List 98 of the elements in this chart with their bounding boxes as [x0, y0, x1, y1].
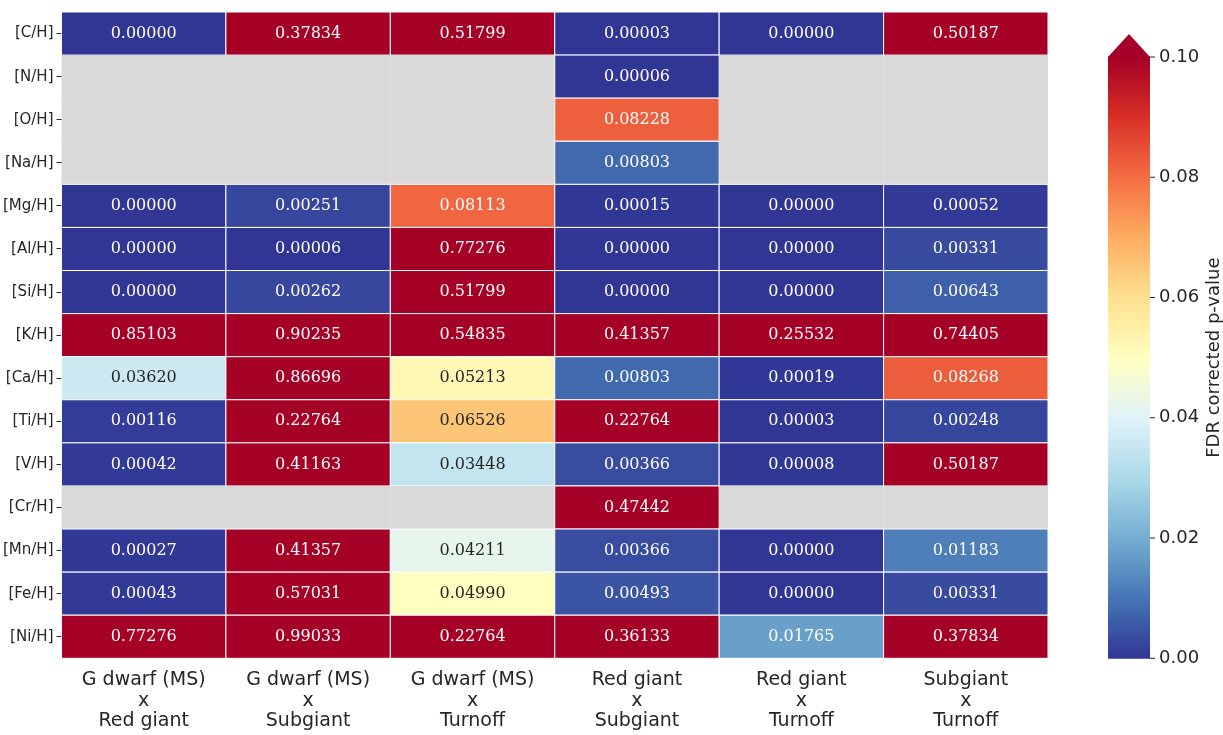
y-tick-label: [V/H] [15, 454, 54, 473]
data-label: 0.00042 [110, 453, 177, 473]
y-tick-label: [Mn/H] [3, 540, 54, 559]
x-tick-label: G dwarf (MS) x Red giant [81, 666, 206, 731]
data-label: 0.00000 [768, 195, 835, 215]
data-label: 0.86696 [275, 367, 342, 387]
x-tick-label: Red giant x Subgiant [591, 666, 683, 731]
y-tick-label: [Ti/H] [12, 411, 54, 430]
color-bar-label: 0.08 [1159, 164, 1200, 186]
data-label: 0.00052 [932, 195, 999, 215]
x-tick-label: G dwarf (MS) x Turnoff [410, 666, 535, 731]
data-label: 0.00000 [110, 22, 177, 42]
data-label: 0.00366 [603, 453, 671, 473]
data-label: 0.00248 [932, 410, 999, 430]
data-label: 0.00262 [275, 281, 342, 301]
data-label: 0.00015 [603, 195, 671, 215]
color-bar-label: 0.10 [1159, 44, 1200, 66]
y-tick-label: [Fe/H] [8, 583, 54, 602]
data-label: 0.00027 [110, 539, 177, 559]
y-tick-label: [Mg/H] [2, 195, 54, 214]
x-tick-label: G dwarf (MS) x Subgiant [246, 666, 371, 731]
x-tick-label: Subgiant x Turnoff [923, 666, 1009, 731]
data-label: 0.41357 [275, 539, 342, 559]
data-label: 0.00803 [603, 367, 671, 387]
data-label: 0.08268 [932, 367, 999, 387]
data-label: 0.00000 [603, 238, 671, 258]
y-tick-label: [C/H] [14, 23, 54, 42]
data-label: 0.08228 [603, 108, 671, 128]
data-label: 0.00006 [275, 238, 342, 258]
data-label: 0.85103 [110, 324, 177, 344]
data-label: 0.08113 [439, 195, 506, 215]
data-label: 0.00000 [110, 195, 177, 215]
data-label: 0.01183 [932, 539, 999, 559]
data-label: 0.36133 [603, 625, 671, 645]
data-label: 0.00331 [932, 582, 999, 602]
data-label: 0.03448 [439, 453, 506, 473]
data-label: 0.37834 [932, 625, 999, 645]
data-label: 0.00251 [275, 195, 342, 215]
data-label: 0.01765 [768, 625, 835, 645]
data-label: 0.50187 [932, 22, 999, 42]
data-label: 0.00003 [603, 22, 671, 42]
data-label: 0.00000 [768, 238, 835, 258]
data-label: 0.51799 [439, 22, 506, 42]
y-tick-label: [Ca/H] [5, 368, 54, 387]
y-tick-label: [Si/H] [11, 281, 54, 300]
y-tick-label: [Cr/H] [8, 497, 54, 516]
data-label: 0.00493 [603, 582, 671, 602]
data-label: 0.77276 [439, 238, 506, 258]
data-label: 0.00643 [932, 281, 999, 301]
y-tick-label: [O/H] [13, 109, 54, 128]
y-tick-label: [Al/H] [11, 238, 54, 257]
data-label: 0.00006 [603, 65, 671, 85]
data-label: 0.25532 [768, 324, 835, 344]
y-tick-label: [Ni/H] [10, 626, 54, 645]
data-label: 0.50187 [932, 453, 999, 473]
data-label: 0.00000 [768, 582, 835, 602]
data-label: 0.04211 [439, 539, 506, 559]
data-label: 0.00331 [932, 238, 999, 258]
data-label: 0.22764 [603, 410, 671, 430]
data-label: 0.51799 [439, 281, 506, 301]
data-label: 0.03620 [110, 367, 177, 387]
data-label: 0.06526 [439, 410, 506, 430]
data-label: 0.41163 [275, 453, 342, 473]
data-label: 0.00116 [110, 410, 177, 430]
y-tick-label: [N/H] [14, 66, 54, 85]
data-label: 0.00000 [768, 539, 835, 559]
data-label: 0.57031 [275, 582, 342, 602]
data-label: 0.41357 [603, 324, 671, 344]
data-label: 0.00000 [110, 238, 177, 258]
y-tick-label: [K/H] [15, 325, 54, 344]
data-label: 0.00043 [110, 582, 177, 602]
data-label: 0.77276 [110, 625, 177, 645]
data-label: 0.22764 [275, 410, 342, 430]
data-label: 0.00000 [768, 22, 835, 42]
color-bar-label: 0.00 [1159, 645, 1200, 667]
data-label: 0.99033 [275, 625, 342, 645]
data-label: 0.74405 [932, 324, 999, 344]
x-tick-label: Red giant x Turnoff [756, 666, 847, 731]
data-label: 0.00003 [768, 410, 835, 430]
data-label: 0.90235 [275, 324, 342, 344]
data-label: 0.37834 [275, 22, 342, 42]
color-bar-label: 0.04 [1159, 405, 1200, 427]
data-label: 0.47442 [603, 496, 671, 516]
data-label: 0.00803 [603, 151, 671, 171]
data-label: 0.00000 [768, 281, 835, 301]
data-label: 0.00000 [110, 281, 177, 301]
data-label: 0.04990 [439, 582, 506, 602]
color-bar-label: 0.02 [1159, 525, 1200, 547]
data-label: 0.54835 [439, 324, 506, 344]
data-label: 0.00366 [603, 539, 671, 559]
data-label: 0.22764 [439, 625, 506, 645]
data-label: 0.00000 [603, 281, 671, 301]
color-bar-title: FDR corrected p-value [1201, 257, 1223, 458]
data-label: 0.00008 [768, 453, 835, 473]
data-label: 0.05213 [439, 367, 506, 387]
y-tick-label: [Na/H] [5, 152, 54, 171]
data-label: 0.00019 [768, 367, 835, 387]
color-bar-label: 0.06 [1159, 285, 1200, 307]
